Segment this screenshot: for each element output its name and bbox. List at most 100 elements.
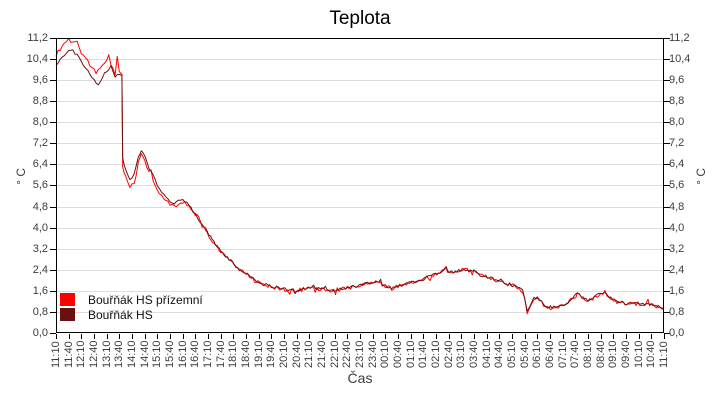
x-tick: [132, 334, 133, 339]
x-axis-tick-label: 14:10: [126, 340, 138, 368]
x-tick: [461, 334, 462, 339]
y-tick-left: [50, 101, 56, 102]
y-axis-tick-label: 4,8: [32, 201, 48, 213]
x-tick: [385, 334, 386, 339]
y-axis-tick-label: 3,2: [32, 243, 48, 255]
y-axis-tick-label: 6,4: [669, 158, 685, 170]
x-axis-tick-label: 11:10: [658, 341, 670, 368]
x-tick: [259, 334, 260, 339]
y-tick-left: [50, 249, 56, 250]
x-axis-tick-label: 18:10: [227, 340, 239, 368]
x-tick: [360, 334, 361, 339]
y-tick-left: [50, 228, 56, 229]
y-axis-tick-label: 6,4: [32, 158, 48, 170]
x-tick: [664, 334, 665, 339]
y-tick-right: [664, 270, 670, 271]
x-axis-tick-label: 21:10: [303, 340, 315, 368]
legend-item: Bouřňák HS přízemní: [60, 292, 203, 307]
y-axis-label-right: ° C: [694, 168, 708, 185]
y-axis-tick-label: 5,6: [32, 179, 48, 191]
x-axis-tick-label: 20:10: [278, 340, 290, 368]
x-axis-tick-label: 10:40: [645, 340, 657, 368]
x-tick: [487, 334, 488, 339]
x-tick: [208, 334, 209, 339]
x-tick: [145, 334, 146, 339]
x-tick: [157, 334, 158, 339]
x-tick: [436, 334, 437, 339]
x-tick: [221, 334, 222, 339]
x-axis-tick-label: 18:40: [240, 340, 252, 368]
y-tick-left: [50, 122, 56, 123]
x-tick: [271, 334, 272, 339]
y-axis-tick-label: 8,0: [669, 116, 685, 128]
y-tick-left: [50, 207, 56, 208]
x-tick: [398, 334, 399, 339]
y-axis-tick-label: 10,4: [669, 53, 691, 65]
y-axis-tick-label: 3,2: [669, 243, 685, 255]
x-axis-tick-label: 04:40: [493, 340, 505, 368]
x-tick: [81, 334, 82, 339]
legend-swatch-hs: [60, 308, 75, 321]
legend-label: Bouřňák HS přízemní: [88, 292, 203, 307]
y-tick-right: [664, 185, 670, 186]
x-axis-tick-label: 02:10: [430, 340, 442, 368]
x-tick: [525, 334, 526, 339]
y-tick-right: [664, 143, 670, 144]
y-tick-left: [50, 291, 56, 292]
y-tick-right: [664, 59, 670, 60]
y-tick-right: [664, 122, 670, 123]
x-axis-tick-label: 01:40: [417, 340, 429, 368]
x-axis-tick-label: 03:10: [455, 340, 467, 368]
y-axis-tick-label: 1,6: [669, 285, 685, 297]
plot-frame: [56, 38, 664, 333]
y-axis-tick-label: 0,0: [32, 327, 48, 339]
y-axis-label-left: ° C: [14, 168, 28, 185]
x-tick: [563, 334, 564, 339]
y-tick-right: [664, 333, 670, 334]
x-tick: [601, 334, 602, 339]
y-tick-right: [664, 38, 670, 39]
y-axis-tick-label: 0,8: [32, 306, 48, 318]
y-axis-tick-label: 11,2: [27, 32, 48, 44]
x-tick: [119, 334, 120, 339]
chart-title: Teplota: [329, 8, 391, 29]
x-tick: [588, 334, 589, 339]
y-tick-right: [664, 101, 670, 102]
y-tick-right: [664, 291, 670, 292]
x-tick: [449, 334, 450, 339]
x-tick: [626, 334, 627, 339]
y-tick-right: [664, 80, 670, 81]
x-axis-tick-label: 15:40: [164, 340, 176, 368]
x-tick: [309, 334, 310, 339]
y-tick-left: [50, 270, 56, 271]
y-axis-tick-label: 1,6: [32, 285, 48, 297]
x-tick: [423, 334, 424, 339]
y-tick-left: [50, 38, 56, 39]
y-axis-tick-label: 11,2: [669, 32, 690, 44]
x-tick: [499, 334, 500, 339]
y-axis-tick-label: 9,6: [669, 74, 685, 86]
x-axis-tick-label: 06:40: [544, 340, 556, 368]
x-tick: [537, 334, 538, 339]
x-tick: [322, 334, 323, 339]
x-axis-tick-label: 16:40: [189, 340, 201, 368]
y-tick-right: [664, 228, 670, 229]
x-tick: [183, 334, 184, 339]
x-axis-tick-label: 06:10: [531, 340, 543, 368]
x-tick: [651, 334, 652, 339]
x-tick: [575, 334, 576, 339]
y-tick-left: [50, 59, 56, 60]
legend: Bouřňák HS přízemní Bouřňák HS: [60, 292, 203, 322]
y-tick-right: [664, 312, 670, 313]
y-tick-left: [50, 164, 56, 165]
y-tick-left: [50, 143, 56, 144]
legend-item: Bouřňák HS: [60, 307, 203, 322]
y-tick-left: [50, 312, 56, 313]
x-axis-tick-label: 09:40: [620, 340, 632, 368]
y-axis-tick-label: 4,0: [32, 222, 48, 234]
x-axis-tick-label: 12:10: [75, 340, 87, 368]
x-tick: [297, 334, 298, 339]
x-tick: [550, 334, 551, 339]
x-tick: [56, 334, 57, 339]
